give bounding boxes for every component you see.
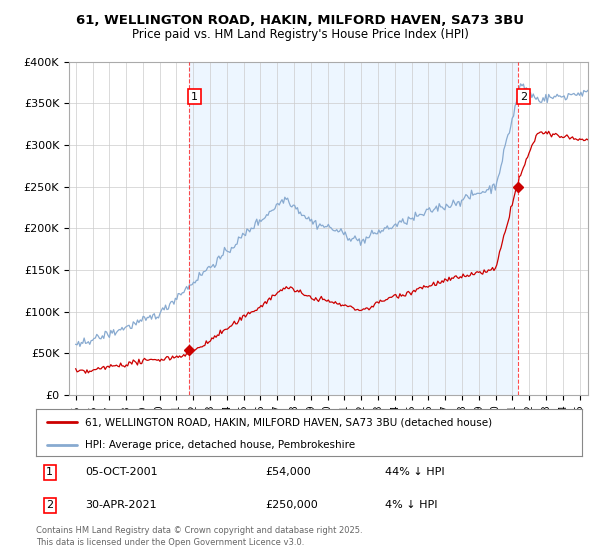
- Text: 61, WELLINGTON ROAD, HAKIN, MILFORD HAVEN, SA73 3BU: 61, WELLINGTON ROAD, HAKIN, MILFORD HAVE…: [76, 14, 524, 27]
- Text: £54,000: £54,000: [265, 467, 311, 477]
- Text: 2: 2: [46, 500, 53, 510]
- Text: 2: 2: [520, 92, 527, 101]
- Text: 44% ↓ HPI: 44% ↓ HPI: [385, 467, 445, 477]
- Text: Contains HM Land Registry data © Crown copyright and database right 2025.: Contains HM Land Registry data © Crown c…: [36, 526, 362, 535]
- Bar: [189, 62, 518, 395]
- Text: HPI: Average price, detached house, Pembrokeshire: HPI: Average price, detached house, Pemb…: [85, 440, 355, 450]
- Text: Price paid vs. HM Land Registry's House Price Index (HPI): Price paid vs. HM Land Registry's House …: [131, 28, 469, 41]
- Text: £250,000: £250,000: [265, 500, 318, 510]
- Text: 05-OCT-2001: 05-OCT-2001: [85, 467, 158, 477]
- Text: This data is licensed under the Open Government Licence v3.0.: This data is licensed under the Open Gov…: [36, 538, 304, 547]
- Text: 4% ↓ HPI: 4% ↓ HPI: [385, 500, 438, 510]
- Text: 1: 1: [191, 92, 198, 101]
- Text: 61, WELLINGTON ROAD, HAKIN, MILFORD HAVEN, SA73 3BU (detached house): 61, WELLINGTON ROAD, HAKIN, MILFORD HAVE…: [85, 417, 492, 427]
- Text: 1: 1: [46, 467, 53, 477]
- Text: 30-APR-2021: 30-APR-2021: [85, 500, 157, 510]
